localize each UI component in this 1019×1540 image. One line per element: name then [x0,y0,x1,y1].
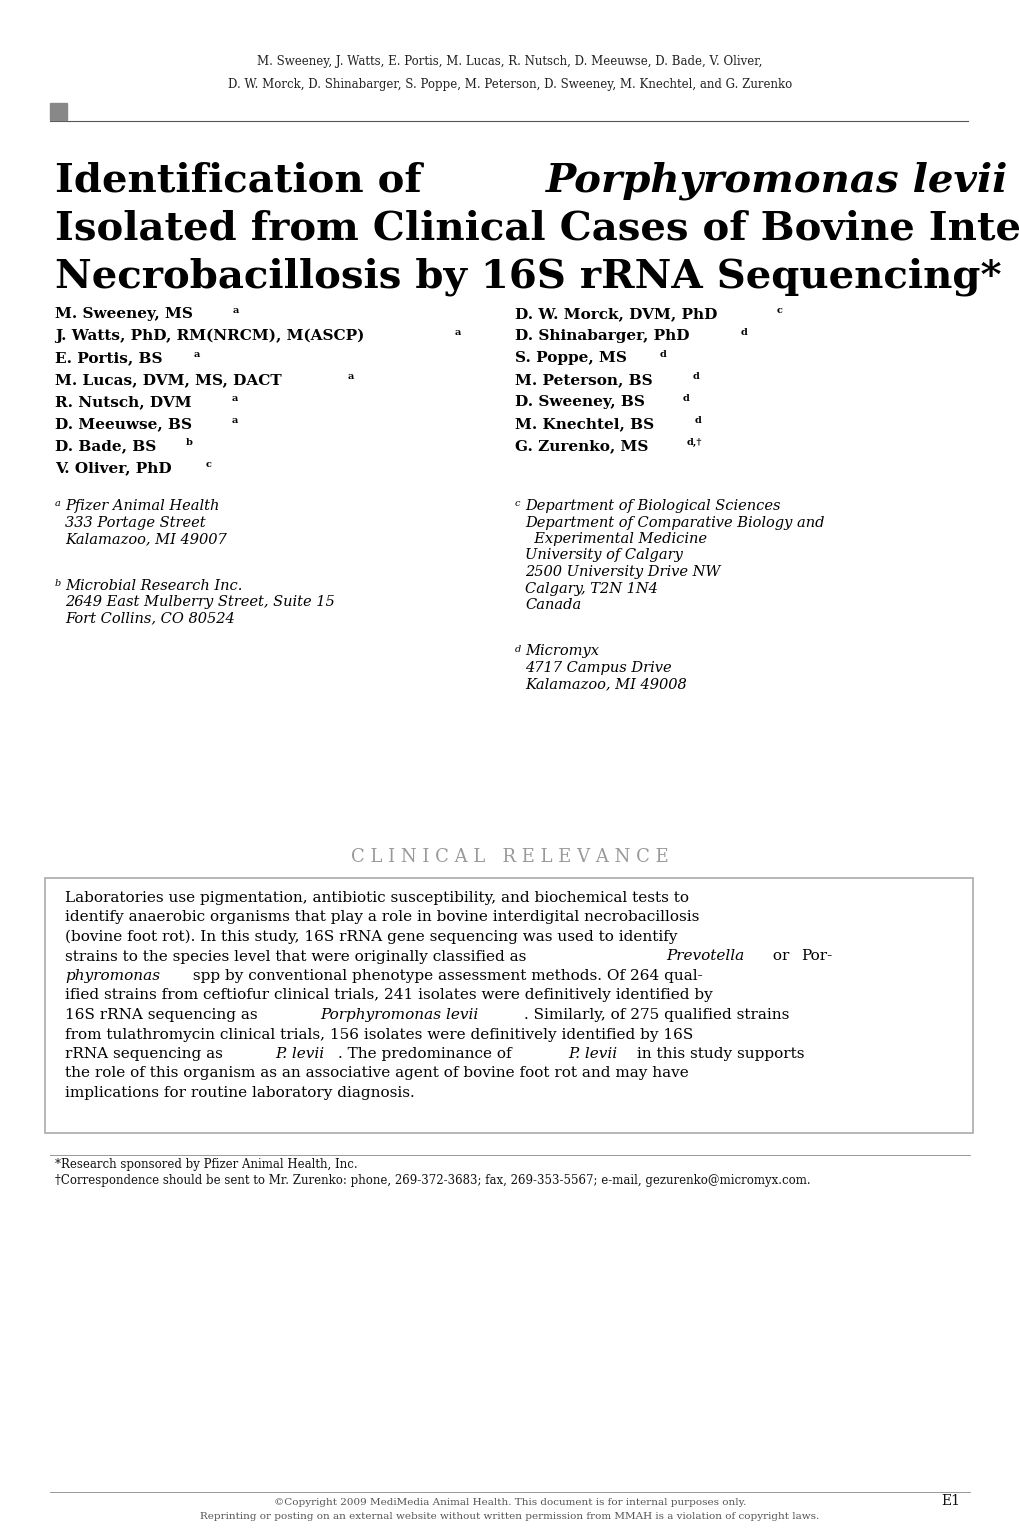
Text: M. Sweeney, MS: M. Sweeney, MS [55,306,193,320]
Text: identify anaerobic organisms that play a role in bovine interdigital necrobacill: identify anaerobic organisms that play a… [65,910,699,924]
Text: M. Peterson, BS: M. Peterson, BS [515,373,652,387]
Text: d,†: d,† [687,437,702,447]
Text: Fort Collins, CO 80524: Fort Collins, CO 80524 [65,611,234,625]
Text: b: b [185,437,193,447]
Text: 16S rRNA sequencing as: 16S rRNA sequencing as [65,1009,262,1023]
Text: C L I N I C A L   R E L E V A N C E: C L I N I C A L R E L E V A N C E [351,849,668,865]
Text: rRNA sequencing as: rRNA sequencing as [65,1047,227,1061]
Text: D. Sweeney, BS: D. Sweeney, BS [515,394,644,410]
Text: strains to the species level that were originally classified as: strains to the species level that were o… [65,950,531,964]
Text: P. levii: P. levii [569,1047,618,1061]
Text: c: c [775,306,782,316]
Text: a: a [453,328,461,337]
Text: spp by conventional phenotype assessment methods. Of 264 qual-: spp by conventional phenotype assessment… [187,969,702,983]
FancyBboxPatch shape [45,878,972,1133]
Text: 2500 University Drive NW: 2500 University Drive NW [525,565,719,579]
Text: a: a [347,373,354,380]
Text: d: d [694,416,701,425]
Text: J. Watts, PhD, RM(NRCM), M(ASCP): J. Watts, PhD, RM(NRCM), M(ASCP) [55,328,364,343]
Text: Prevotella: Prevotella [666,950,744,964]
Text: Isolated from Clinical Cases of Bovine Interdigital: Isolated from Clinical Cases of Bovine I… [55,209,1019,248]
Text: d: d [658,350,665,359]
Text: a: a [231,416,237,425]
Text: . The predominance of: . The predominance of [338,1047,517,1061]
Text: Microbial Research Inc.: Microbial Research Inc. [65,579,243,593]
Text: 4717 Campus Drive: 4717 Campus Drive [525,661,671,675]
Text: a: a [231,394,237,403]
Text: from tulathromycin clinical trials, 156 isolates were definitively identified by: from tulathromycin clinical trials, 156 … [65,1027,693,1041]
Text: c: c [205,460,211,470]
Text: a: a [194,350,200,359]
Text: M. Knechtel, BS: M. Knechtel, BS [515,417,653,431]
Text: Calgary, T2N 1N4: Calgary, T2N 1N4 [525,582,657,596]
Text: 2649 East Mulberry Street, Suite 15: 2649 East Mulberry Street, Suite 15 [65,594,334,608]
Text: M. Sweeney, J. Watts, E. Portis, M. Lucas, R. Nutsch, D. Meeuwse, D. Bade, V. Ol: M. Sweeney, J. Watts, E. Portis, M. Luca… [257,55,762,68]
Text: Porphyromonas levii: Porphyromonas levii [320,1009,478,1023]
Text: phyromonas: phyromonas [65,969,160,983]
Text: Department of Biological Sciences: Department of Biological Sciences [525,499,780,513]
Text: Porphyromonas levii: Porphyromonas levii [546,162,1008,200]
Text: ©Copyright 2009 MediMedia Animal Health. This document is for internal purposes : ©Copyright 2009 MediMedia Animal Health.… [273,1498,746,1508]
Text: D. Shinabarger, PhD: D. Shinabarger, PhD [515,330,689,343]
Bar [50,103,67,120]
Text: Department of Comparative Biology and: Department of Comparative Biology and [525,516,823,530]
Text: D. W. Morck, D. Shinabarger, S. Poppe, M. Peterson, D. Sweeney, M. Knechtel, and: D. W. Morck, D. Shinabarger, S. Poppe, M… [227,79,792,91]
Text: a: a [55,499,61,508]
Text: †Correspondence should be sent to Mr. Zurenko: phone, 269-372-3683; fax, 269-353: †Correspondence should be sent to Mr. Zu… [55,1173,810,1187]
Text: University of Calgary: University of Calgary [525,548,682,562]
Text: Kalamazoo, MI 49007: Kalamazoo, MI 49007 [65,531,226,547]
Text: Micromyx: Micromyx [525,645,598,659]
Text: or: or [767,950,793,964]
Text: D. Bade, BS: D. Bade, BS [55,439,156,453]
Text: the role of this organism as an associative agent of bovine foot rot and may hav: the role of this organism as an associat… [65,1067,688,1081]
Text: b: b [55,579,61,587]
Text: Por-: Por- [801,950,832,964]
Text: *Research sponsored by Pfizer Animal Health, Inc.: *Research sponsored by Pfizer Animal Hea… [55,1158,358,1170]
Text: d: d [682,394,689,403]
Text: Pfizer Animal Health: Pfizer Animal Health [65,499,219,513]
Text: D. Meeuwse, BS: D. Meeuwse, BS [55,417,192,431]
Text: Reprinting or posting on an external website without written permission from MMA: Reprinting or posting on an external web… [200,1512,819,1522]
Text: Laboratories use pigmentation, antibiotic susceptibility, and biochemical tests : Laboratories use pigmentation, antibioti… [65,892,688,906]
Text: E1: E1 [941,1494,959,1508]
Text: D. W. Morck, DVM, PhD: D. W. Morck, DVM, PhD [515,306,716,320]
Text: ified strains from ceftiofur clinical trials, 241 isolates were definitively ide: ified strains from ceftiofur clinical tr… [65,989,712,1003]
Text: in this study supports: in this study supports [632,1047,804,1061]
Text: d: d [515,645,521,653]
Text: Necrobacillosis by 16S rRNA Sequencing*: Necrobacillosis by 16S rRNA Sequencing* [55,259,1001,297]
Text: . Similarly, of 275 qualified strains: . Similarly, of 275 qualified strains [524,1009,789,1023]
Text: Experimental Medicine: Experimental Medicine [525,531,706,547]
Text: V. Oliver, PhD: V. Oliver, PhD [55,460,171,474]
Text: c: c [515,499,520,508]
Text: d: d [692,373,699,380]
Text: (bovine foot rot). In this study, 16S rRNA gene sequencing was used to identify: (bovine foot rot). In this study, 16S rR… [65,930,677,944]
Text: R. Nutsch, DVM: R. Nutsch, DVM [55,394,192,410]
Text: S. Poppe, MS: S. Poppe, MS [515,351,627,365]
Text: E. Portis, BS: E. Portis, BS [55,351,162,365]
Text: d: d [740,328,746,337]
Text: Identification of: Identification of [55,162,435,200]
Text: G. Zurenko, MS: G. Zurenko, MS [515,439,648,453]
Text: M. Lucas, DVM, MS, DACT: M. Lucas, DVM, MS, DACT [55,373,281,387]
Text: P. levii: P. levii [275,1047,324,1061]
Text: a: a [232,306,239,316]
Text: Kalamazoo, MI 49008: Kalamazoo, MI 49008 [525,678,686,691]
Text: Canada: Canada [525,598,581,611]
Text: 333 Portage Street: 333 Portage Street [65,516,206,530]
Text: implications for routine laboratory diagnosis.: implications for routine laboratory diag… [65,1086,415,1100]
